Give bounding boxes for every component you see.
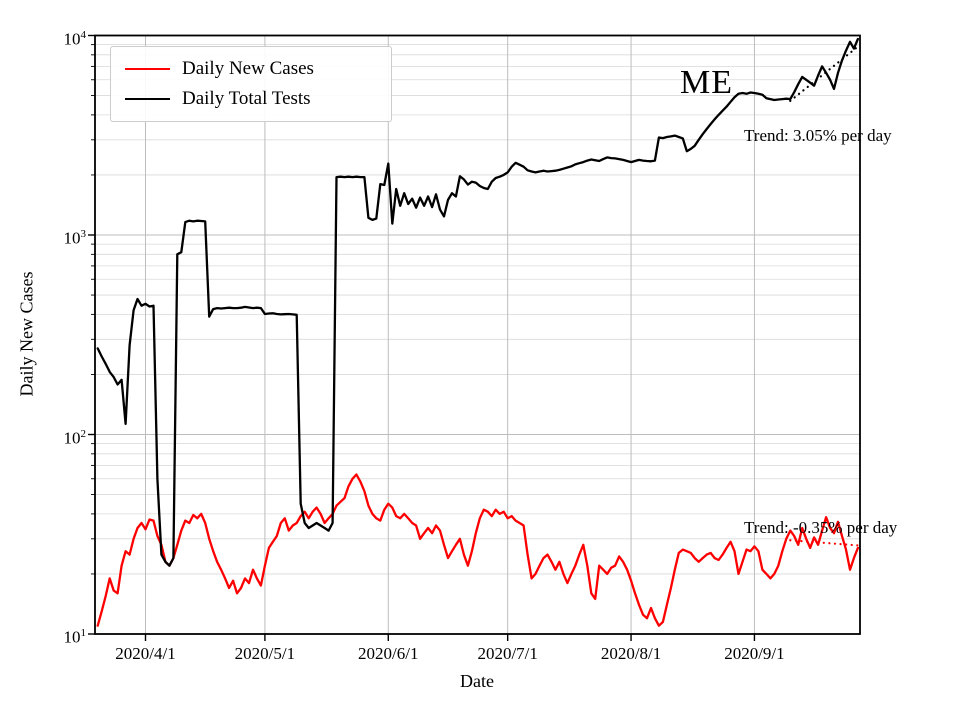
legend-label: Daily New Cases [182,57,314,79]
legend: Daily New Cases Daily Total Tests [110,46,392,122]
y-tick-label: 104 [63,28,87,49]
cases-trend-annotation: Trend: -0.35% per day [744,518,898,537]
x-tick-label: 2020/4/1 [115,644,176,663]
legend-line-swatch-red [125,67,170,70]
legend-line-swatch-black [125,98,170,101]
legend-item-daily-total-tests: Daily Total Tests [111,88,391,110]
y-axis-label: Daily New Cases [16,271,37,397]
trend-dotted-line-cases [789,539,860,547]
trend-dotted-line-tests [789,45,860,103]
legend-item-daily-new-cases: Daily New Cases [111,58,391,80]
legend-label: Daily Total Tests [182,88,311,110]
state-label: ME [680,64,733,101]
x-tick-label: 2020/8/1 [600,644,662,663]
series-line-daily-new-cases [96,473,860,627]
y-tick-label: 102 [63,427,87,448]
x-tick-label: 2020/6/1 [358,644,419,663]
axes-frame [94,34,861,635]
y-tick-label: 101 [63,627,87,647]
tests-trend-annotation: Trend: 3.05% per day [744,126,892,145]
x-tick-label: 2020/5/1 [234,644,296,663]
x-tick-label: 2020/7/1 [477,644,538,663]
y-tick-label: 103 [63,228,87,248]
series-line-daily-total-tests [96,37,860,567]
x-axis-label: Date [460,671,494,691]
x-tick-label: 2020/9/1 [724,644,785,663]
